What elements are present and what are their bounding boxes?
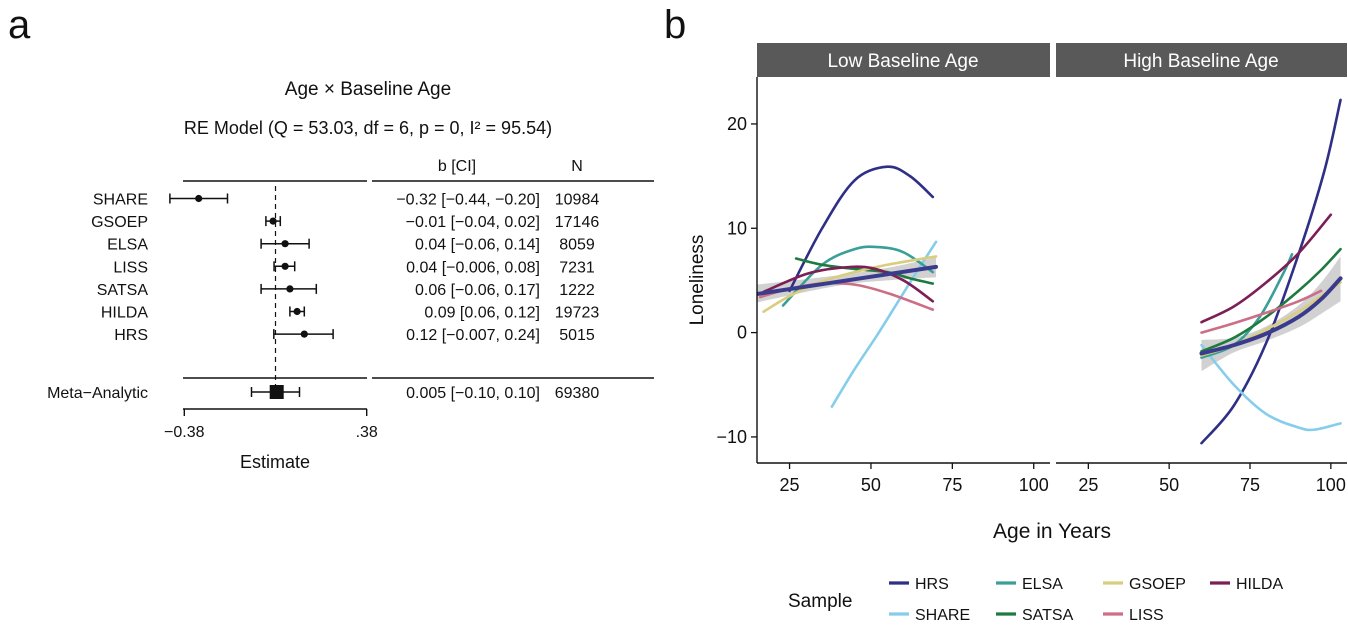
legend-label-share: SHARE [915, 607, 970, 624]
ci-text-liss: 0.04 [−0.006, 0.08] [406, 259, 540, 276]
legend-label-hrs: HRS [915, 576, 949, 593]
facet-title-low: Low Baseline Age [827, 51, 978, 72]
line-satsa-low [794, 257, 935, 285]
forest-ci-header: b [CI] [438, 158, 476, 175]
legend-label-elsa: ELSA [1022, 576, 1063, 593]
ci-text-hrs: 0.12 [−0.007, 0.24] [406, 327, 540, 344]
ci-text-satsa: 0.06 [−0.06, 0.17] [415, 282, 540, 299]
forest-title: Age × Baseline Age [285, 79, 451, 100]
estimate-point-satsa [286, 285, 294, 293]
summary-label: Meta−Analytic [47, 385, 148, 402]
line-hrs-high [1200, 98, 1342, 445]
line-elsa-low [781, 245, 935, 307]
overall-trend-low [757, 264, 939, 296]
summary-ci-text: 0.005 [−0.10, 0.10] [406, 385, 540, 402]
ci-text-gsoep: −0.01 [−0.04, 0.02] [406, 214, 540, 231]
ci-text-share: −0.32 [−0.44, −0.20] [396, 192, 540, 209]
age-xlabel: Age in Years [993, 520, 1111, 543]
study-label-share: SHARE [93, 192, 148, 209]
legend-title: Sample [788, 591, 852, 612]
legend-label-gsoep: GSOEP [1129, 576, 1186, 593]
legend-label-satsa: SATSA [1022, 607, 1074, 624]
study-label-liss: LISS [113, 259, 148, 276]
panel-a-label: a [8, 3, 31, 47]
x-tick-label-low-75: 75 [942, 475, 962, 495]
line-gsoep-low [762, 255, 938, 314]
n-text-share: 10984 [555, 192, 600, 209]
summary-estimate-square [269, 385, 284, 399]
x-tick-label-high-100: 100 [1316, 475, 1346, 495]
y-tick-label-2: 10 [727, 218, 747, 238]
n-text-elsa: 8059 [559, 237, 595, 254]
n-text-satsa: 1222 [559, 282, 595, 299]
loneliness-plot: Low Baseline Age High Baseline Age 25 50 7… [687, 43, 1347, 624]
study-label-hrs: HRS [114, 327, 148, 344]
forest-x-tick-label-1: .38 [356, 424, 378, 441]
estimate-point-share [195, 194, 203, 203]
line-elsa-high [1200, 253, 1294, 359]
line-share-high [1200, 343, 1342, 432]
forest-subtitle: RE Model (Q = 53.03, df = 6, p = 0, I² =… [184, 118, 552, 138]
line-liss-high [1200, 289, 1323, 334]
estimate-point-liss [281, 262, 289, 270]
line-hilda-high [1200, 213, 1333, 324]
study-label-satsa: SATSA [97, 282, 149, 299]
forest-n-header: N [571, 158, 583, 175]
estimate-point-hrs [300, 330, 308, 338]
facet-strip-high [1056, 43, 1347, 77]
line-hilda-low [762, 265, 935, 303]
summary-n-text: 69380 [555, 385, 600, 402]
facet-title-high: High Baseline Age [1123, 51, 1278, 72]
legend-label-liss: LISS [1129, 607, 1164, 624]
study-label-hilda: HILDA [101, 305, 148, 322]
panel-b-label: b [664, 3, 686, 47]
forest-xlabel: Estimate [240, 452, 310, 472]
loneliness-ylabel: Loneliness [687, 235, 708, 326]
y-tick-label-0: −10 [716, 427, 747, 447]
overall-trend-high [1199, 276, 1343, 356]
line-hrs-low [788, 165, 935, 293]
study-label-gsoep: GSOEP [91, 214, 148, 231]
x-tick-label-low-100: 100 [1019, 475, 1049, 495]
n-text-liss: 7231 [559, 259, 595, 276]
forest-x-tick-label-0: −0.38 [164, 424, 205, 441]
legend: HRS SHARE ELSA SATSA GSOEP HILDA LISS [889, 576, 1283, 624]
y-tick-label-1: 0 [737, 323, 747, 343]
facet-strip-low [757, 43, 1050, 77]
estimate-point-hilda [293, 307, 301, 316]
x-tick-label-high-75: 75 [1240, 475, 1260, 495]
legend-label-hilda: HILDA [1236, 576, 1283, 593]
study-label-elsa: ELSA [107, 237, 148, 254]
n-text-hilda: 19723 [555, 305, 600, 322]
ci-text-elsa: 0.04 [−0.06, 0.14] [415, 237, 540, 254]
y-tick-label-3: 20 [727, 114, 747, 134]
x-tick-label-low-25: 25 [780, 475, 800, 495]
x-tick-label-high-25: 25 [1078, 475, 1098, 495]
line-satsa-high [1200, 247, 1342, 353]
forest-plot: Age × Baseline Age RE Model (Q = 53.03, … [47, 79, 654, 472]
n-text-gsoep: 17146 [555, 214, 600, 231]
ci-text-hilda: 0.09 [0.06, 0.12] [424, 305, 540, 322]
x-tick-label-high-50: 50 [1159, 475, 1179, 495]
x-tick-label-low-50: 50 [861, 475, 881, 495]
estimate-point-elsa [281, 240, 289, 248]
n-text-hrs: 5015 [559, 327, 595, 344]
